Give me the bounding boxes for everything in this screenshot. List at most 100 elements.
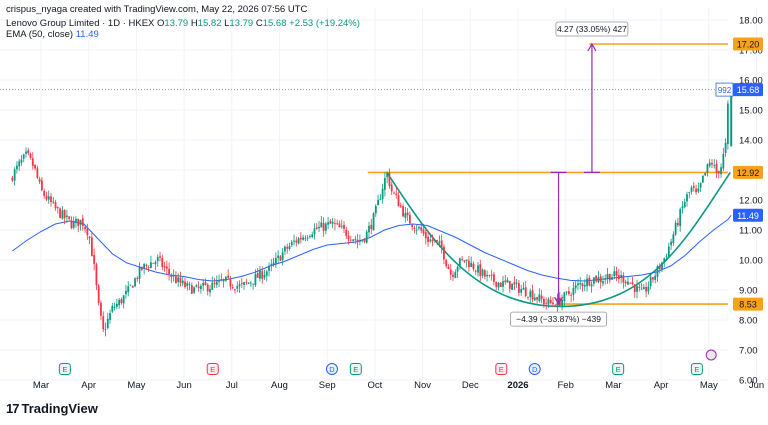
candle-body	[590, 284, 593, 287]
candle-body	[477, 265, 479, 273]
candle-body	[184, 281, 186, 288]
y-tick-label: 17.00	[739, 46, 763, 57]
ema-legend[interactable]: EMA (50, close) 11.49	[6, 29, 99, 40]
candle-body	[284, 246, 286, 252]
candle-body	[565, 291, 568, 293]
candle-body	[286, 246, 289, 249]
candle-body	[620, 275, 623, 279]
time-axis[interactable]: Mar Apr May Jun Jul Aug Sep Oct Nov Dec 2026 Feb Mar…	[33, 380, 764, 391]
candle-body	[711, 162, 713, 165]
ema-label[interactable]: EMA (50, close)	[6, 29, 74, 40]
candle-body	[136, 277, 139, 279]
candle-body	[150, 262, 152, 268]
y-tick-label: 9.00	[739, 286, 758, 297]
candle-body	[465, 259, 468, 262]
candle-body	[125, 290, 127, 295]
candle-body	[265, 271, 268, 276]
candle-body	[722, 153, 725, 169]
candle-body	[331, 221, 334, 224]
candle-body	[481, 269, 484, 276]
candle-body	[726, 103, 729, 144]
candle-body	[708, 162, 711, 166]
x-tick-label: Jun	[749, 380, 764, 391]
candle-body	[245, 282, 248, 284]
price-axis[interactable]: 6.007.008.009.0010.0011.0012.0013.0014.0…	[739, 16, 763, 387]
candle-body	[222, 279, 225, 282]
event-marker-letter: D	[329, 365, 335, 374]
candle-body	[20, 159, 23, 163]
candle-body	[474, 270, 477, 272]
candle-body	[299, 237, 302, 240]
tradingview-logo-icon: 17	[6, 401, 20, 416]
candle-body	[36, 168, 39, 178]
candle-body	[22, 154, 25, 159]
candle-body	[359, 241, 361, 242]
candle-body	[617, 275, 620, 279]
candle-body	[393, 192, 395, 194]
measurement-tools: 4.27 (33.05%) 427 −4.39 (−33.87%) −439	[510, 21, 629, 327]
tradingview-logo[interactable]: 17 TradingView	[6, 401, 98, 416]
candle-body	[681, 206, 684, 208]
candle-body	[277, 255, 280, 258]
candle-body	[131, 285, 134, 288]
candle-body	[504, 280, 507, 283]
candle-body	[599, 276, 602, 283]
candle-body	[572, 287, 575, 295]
candle-body	[102, 316, 105, 330]
candle-body	[220, 279, 223, 281]
candle-body	[497, 282, 500, 288]
candle-body	[427, 236, 429, 242]
low-value: 13.79	[229, 18, 254, 29]
candle-body	[363, 238, 366, 242]
tradingview-logo-text: TradingView	[21, 401, 98, 416]
x-tick-label: 2026	[507, 380, 528, 391]
symbol-legend[interactable]: Lenovo Group Limited · 1D · HKEX O13.79 …	[6, 18, 360, 29]
candle-body	[456, 266, 459, 272]
candle-body	[472, 263, 475, 270]
candle-body	[106, 318, 109, 329]
candle-body	[652, 277, 654, 280]
candle-body	[297, 238, 300, 244]
candle-body	[61, 210, 64, 219]
candle-body	[683, 201, 686, 208]
candle-body	[111, 306, 114, 312]
candle-body	[586, 278, 588, 287]
open-value: 13.79	[164, 18, 189, 29]
candle-body	[122, 295, 125, 304]
candle-body	[129, 284, 132, 286]
candle-body	[717, 171, 720, 174]
candle-body	[213, 282, 216, 284]
candle-body	[663, 258, 666, 262]
candle-body	[229, 279, 232, 287]
candle-body	[588, 277, 591, 286]
candle-body	[706, 164, 709, 173]
candle-body	[383, 178, 386, 190]
candle-body	[592, 277, 595, 284]
candle-body	[31, 158, 34, 166]
candle-body	[175, 276, 177, 284]
candle-body	[324, 223, 327, 231]
candle-body	[190, 285, 193, 294]
candle-body	[561, 299, 563, 306]
candle-body	[75, 218, 77, 222]
candle-body	[522, 287, 525, 290]
candle-body	[397, 195, 400, 207]
candle-body	[227, 275, 230, 278]
x-tick-label: Sep	[319, 380, 336, 391]
candle-body	[658, 265, 661, 269]
earnings-marker	[495, 363, 508, 375]
corporate-action-icon	[705, 349, 717, 361]
measure-label: 4.27 (33.05%) 427	[557, 24, 627, 34]
candle-body	[365, 231, 368, 243]
earnings-marker	[58, 363, 71, 375]
candle-body	[181, 280, 184, 284]
symbol-title[interactable]: Lenovo Group Limited · 1D · HKEX	[6, 18, 155, 29]
candle-body	[688, 192, 691, 194]
candle-body	[29, 153, 32, 158]
candle-body	[642, 287, 645, 290]
candle-body	[329, 220, 332, 224]
candle-body	[415, 229, 418, 231]
candle-body	[236, 286, 239, 289]
candle-body	[377, 199, 379, 206]
